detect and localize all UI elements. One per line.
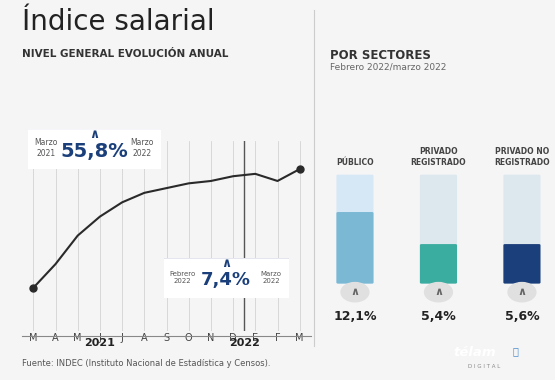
Text: 2021: 2021 [84,338,115,348]
FancyBboxPatch shape [420,175,457,283]
Text: ∧: ∧ [517,287,527,298]
FancyBboxPatch shape [503,175,541,283]
FancyBboxPatch shape [21,128,168,170]
Text: 12,1%: 12,1% [333,310,377,323]
Text: PRIVADO NO
REGISTRADO: PRIVADO NO REGISTRADO [494,147,550,167]
Circle shape [425,283,452,302]
Circle shape [508,283,536,302]
Text: télam: télam [453,346,496,359]
Text: D I G I T A L: D I G I T A L [468,364,501,369]
Text: Febrero 2022/marzo 2022: Febrero 2022/marzo 2022 [330,63,447,72]
Text: Febrero
2022: Febrero 2022 [169,271,195,284]
FancyBboxPatch shape [158,258,295,299]
Text: ⦿: ⦿ [512,346,518,356]
Text: PRIVADO
REGISTRADO: PRIVADO REGISTRADO [411,147,466,167]
Text: 2022: 2022 [229,338,260,348]
FancyBboxPatch shape [336,175,374,283]
Text: ∧: ∧ [221,257,231,270]
Text: 5,4%: 5,4% [421,310,456,323]
Text: ∧: ∧ [434,287,443,298]
Text: 55,8%: 55,8% [60,142,128,161]
Text: Índice salarial: Índice salarial [22,8,215,36]
Text: Marzo
2021: Marzo 2021 [35,138,58,158]
FancyBboxPatch shape [420,244,457,283]
Text: POR SECTORES: POR SECTORES [330,49,431,62]
Text: Fuente: INDEC (Instituto Nacional de Estadística y Censos).: Fuente: INDEC (Instituto Nacional de Est… [22,359,271,368]
Circle shape [341,283,369,302]
Text: ∧: ∧ [350,287,360,298]
FancyBboxPatch shape [336,212,374,283]
Text: 7,4%: 7,4% [201,271,251,289]
Text: 5,6%: 5,6% [504,310,539,323]
Text: ∧: ∧ [89,128,99,141]
Text: Marzo
2022: Marzo 2022 [130,138,154,158]
Text: Marzo
2022: Marzo 2022 [261,271,281,284]
Text: PÚBLICO: PÚBLICO [336,158,374,167]
FancyBboxPatch shape [503,244,541,283]
Text: NIVEL GENERAL EVOLUCIÓN ANUAL: NIVEL GENERAL EVOLUCIÓN ANUAL [22,49,229,59]
